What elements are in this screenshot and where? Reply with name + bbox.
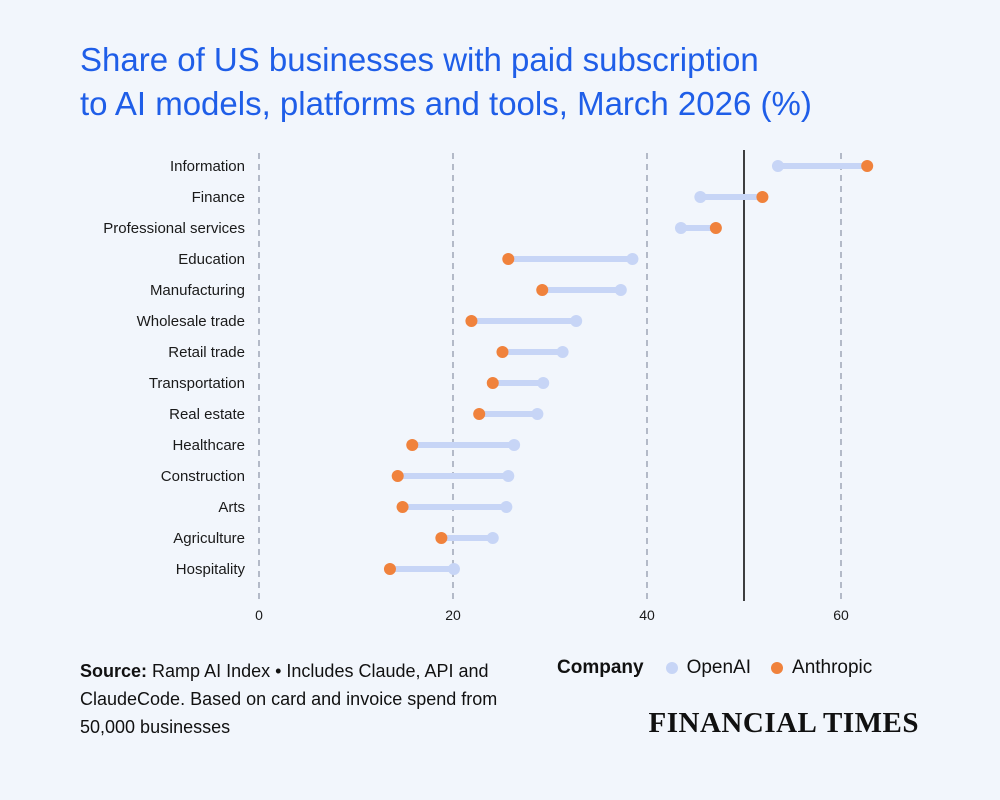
- category-label: Hospitality: [176, 561, 246, 578]
- openai-point: [537, 377, 550, 389]
- source-label: Source:: [80, 661, 148, 681]
- ft-logo: FINANCIAL TIMES: [648, 707, 919, 739]
- openai-point: [570, 315, 583, 327]
- x-tick-label: 60: [833, 607, 849, 623]
- category-label: Manufacturing: [150, 282, 245, 299]
- openai-point: [502, 470, 515, 482]
- category-label: Agriculture: [173, 530, 245, 547]
- chart-title-line-2: to AI models, platforms and tools, March…: [80, 85, 812, 122]
- chart-legend: Company OpenAI Anthropic: [557, 657, 892, 679]
- legend-dot-anthropic: [771, 662, 784, 674]
- anthropic-point: [709, 222, 722, 234]
- openai-point: [531, 408, 544, 420]
- openai-point: [694, 191, 707, 203]
- anthropic-point: [536, 284, 549, 296]
- legend-item-openai: OpenAI: [665, 657, 752, 679]
- category-label: Retail trade: [168, 344, 245, 361]
- dumbbell-chart: 0 20 40 60 Information Finance Professional se…: [103, 150, 874, 623]
- category-label: Education: [178, 251, 245, 268]
- category-label: Transportation: [149, 375, 245, 392]
- chart-title-line-1: Share of US businesses with paid subscri…: [80, 41, 759, 78]
- category-label: Healthcare: [172, 437, 245, 454]
- category-label: Information: [170, 158, 245, 175]
- anthropic-point: [496, 346, 509, 358]
- anthropic-point: [756, 191, 769, 203]
- openai-point: [771, 160, 784, 172]
- openai-point: [556, 346, 569, 358]
- anthropic-point: [383, 563, 396, 575]
- openai-point: [626, 253, 639, 265]
- chart-title: Share of US businesses with paid subscri…: [80, 38, 960, 126]
- openai-point: [508, 439, 521, 451]
- openai-point: [447, 563, 460, 575]
- category-label: Construction: [161, 468, 245, 485]
- anthropic-point: [473, 408, 486, 420]
- x-tick-label: 20: [445, 607, 461, 623]
- anthropic-point: [391, 470, 404, 482]
- category-label: Wholesale trade: [137, 313, 245, 330]
- source-text: Ramp AI Index • Includes Claude, API and…: [80, 661, 498, 737]
- x-tick-label: 40: [639, 607, 655, 623]
- anthropic-point: [486, 377, 499, 389]
- anthropic-point: [465, 315, 478, 327]
- category-label: Professional services: [103, 220, 245, 237]
- anthropic-point: [502, 253, 515, 265]
- source-note: Source: Ramp AI Index • Includes Claude,…: [80, 657, 520, 741]
- anthropic-point: [396, 501, 409, 513]
- category-label: Finance: [192, 189, 245, 206]
- legend-title: Company: [557, 657, 644, 678]
- x-tick-label: 0: [255, 607, 263, 623]
- legend-label-openai: OpenAI: [686, 657, 752, 678]
- anthropic-point: [406, 439, 419, 451]
- legend-dot-openai: [665, 662, 678, 674]
- legend-label-anthropic: Anthropic: [792, 657, 873, 678]
- anthropic-point: [861, 160, 874, 172]
- openai-point: [500, 501, 513, 513]
- category-label: Real estate: [169, 406, 245, 423]
- openai-point: [486, 532, 499, 544]
- openai-point: [674, 222, 687, 234]
- anthropic-point: [435, 532, 448, 544]
- category-label: Arts: [218, 499, 245, 516]
- legend-item-anthropic: Anthropic: [771, 657, 872, 679]
- openai-point: [614, 284, 627, 296]
